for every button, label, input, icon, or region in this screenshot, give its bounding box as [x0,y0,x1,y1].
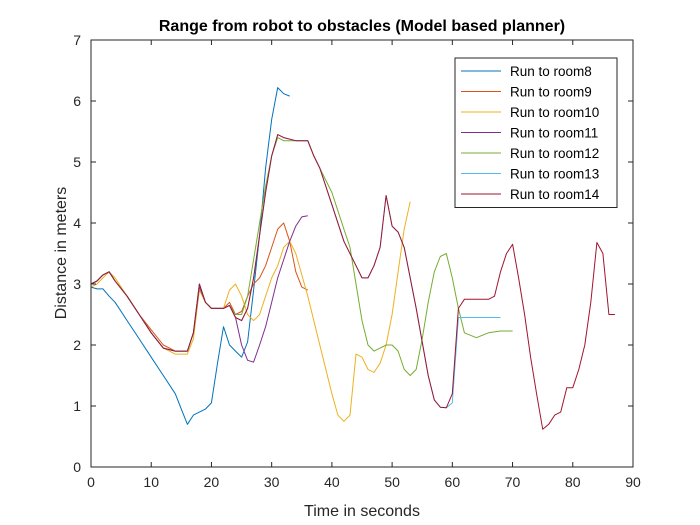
axes-box [90,39,634,468]
x-tick-label: 30 [264,474,280,490]
x-axis-label: Time in seconds [304,503,420,520]
legend-item: Run to room14 [461,187,600,202]
x-tick-label: 90 [625,474,641,490]
legend-item: Run to room11 [461,126,598,141]
axes-layer [90,39,634,468]
y-tick-label: 1 [73,398,81,414]
series-layer [90,87,615,430]
series-line-7 [90,134,615,430]
x-tick-label: 40 [324,474,340,490]
ticks-layer: 0 10 20 30 40 50 60 70 80 90 0 1 2 3 4 5 6 7 [73,32,641,490]
x-tick-label: 10 [143,474,159,490]
x-tick-label: 50 [384,474,400,490]
legend-label: Run to room11 [510,126,598,141]
legend-label: Run to room9 [510,85,592,100]
x-tick-label: 80 [565,474,581,490]
x-tick-label: 0 [87,474,95,490]
legend-label: Run to room10 [510,105,599,120]
legend-label: Run to room13 [510,167,599,182]
legend-label: Run to room12 [510,146,599,161]
chart-title: Range from robot to obstacles (Model bas… [159,18,565,35]
legend-item: Run to room9 [461,85,592,100]
legend-item: Run to room12 [461,146,599,161]
x-tick-label: 20 [204,474,220,490]
y-tick-label: 6 [73,93,81,109]
legend-item: Run to room10 [461,105,599,120]
y-tick-label: 3 [73,276,81,292]
y-axis-label: Distance in meters [53,187,70,320]
y-tick-label: 2 [73,337,81,353]
x-tick-label: 60 [445,474,461,490]
legend: Run to room8 Run to room9 Run to room10 Run… [454,57,618,208]
y-tick-label: 7 [73,32,81,48]
y-tick-label: 0 [73,459,81,475]
legend-label: Run to room8 [510,64,592,79]
y-tick-label: 4 [73,215,81,231]
legend-item: Run to room8 [461,64,592,79]
legend-item: Run to room13 [461,167,599,182]
y-tick-label: 5 [73,154,81,170]
x-tick-label: 70 [505,474,521,490]
legend-label: Run to room14 [510,187,600,202]
